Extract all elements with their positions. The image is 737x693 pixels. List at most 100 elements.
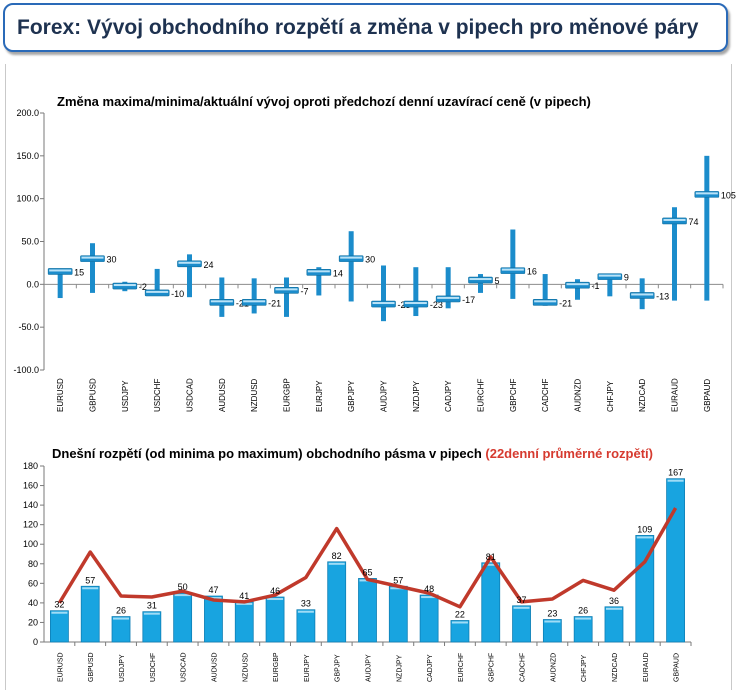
chart2-x-tick-label: CADCHF (520, 653, 527, 682)
chart2-bar-top (575, 617, 592, 620)
chart2-x-axis: EURUSD GBPUSD USDJPY USDCHF USDCAD AUDUSD NZDU… (57, 642, 692, 682)
chart1-x-tick-label: CADCHF (541, 379, 550, 412)
chart-frame (5, 64, 732, 690)
chart2-bar-top (297, 610, 314, 613)
chart2-bar (204, 595, 223, 643)
chart1-y-tick-label: 0.0 (26, 279, 39, 289)
chart2-bar (173, 592, 193, 643)
chart2-x-tick-label: EURUSD (57, 652, 64, 682)
chart1-x-tick-label: EURGBP (283, 378, 292, 412)
chart2-bar (635, 535, 655, 643)
chart2-data-labels: 32 57 26 31 50 47 41 46 33 82 65 57 48 22 81 37 23 26 36 10… (54, 468, 683, 620)
chart2-bar (111, 616, 131, 643)
chart1-range-bar (478, 274, 483, 293)
chart2-data-label: 26 (578, 606, 588, 616)
chart2-data-label: 47 (208, 585, 218, 595)
chart1-current-marker-highlight (372, 302, 395, 305)
chart1-x-tick-label: EURUSD (56, 378, 65, 412)
chart1-current-marker-highlight (566, 283, 589, 286)
chart2-bar-top (236, 602, 253, 605)
chart2-bar (265, 596, 285, 643)
chart2-x-tick-label: GBPCHF (489, 653, 496, 682)
chart1-range-bar (445, 267, 451, 309)
chart1-current-marker-highlight (663, 218, 686, 221)
chart2-data-label: 32 (54, 600, 64, 610)
chart2-bar (358, 578, 377, 643)
chart2-bar-top (267, 598, 284, 601)
chart2-bar-top (174, 594, 191, 597)
chart-range: Dnešní rozpětí (od minima po maximum) ob… (23, 446, 692, 682)
chart2-bar (450, 620, 470, 643)
chart2-title-highlight: (22denní průměrné rozpětí) (485, 446, 653, 461)
chart2-title-main: Dnešní rozpětí (od minima po maximum) ob… (52, 446, 485, 461)
chart2-bar (512, 605, 531, 643)
chart1-x-tick-label: EURJPY (315, 380, 324, 412)
chart1-range-bar (348, 231, 354, 302)
chart2-x-tick-label: AUDJPY (366, 654, 373, 682)
chart2-y-tick-label: 60 (28, 578, 38, 588)
chart2-title: Dnešní rozpětí (od minima po maximum) ob… (52, 446, 653, 461)
chart1-range-bar (672, 207, 677, 301)
chart1-data-label: 15 (74, 267, 84, 277)
chart2-bar-top (143, 612, 160, 615)
chart1-y-tick-label: -50.0 (18, 322, 39, 332)
chart1-data-label: -1 (592, 281, 600, 291)
chart1-data-label: 74 (689, 217, 699, 227)
chart1-range-bar (704, 155, 710, 301)
chart1-x-tick-label: AUDNZD (574, 378, 583, 412)
chart2-bar (573, 616, 593, 643)
chart1-range-bar (219, 277, 225, 317)
chart2-data-label: 33 (301, 599, 311, 609)
chart2-bar-top (51, 611, 68, 614)
chart1-current-marker-highlight (243, 300, 266, 303)
chart1-current-marker-highlight (598, 274, 621, 277)
chart1-x-tick-label: NZDCAD (638, 378, 647, 412)
chart1-current-marker-highlight (307, 270, 330, 273)
chart1-data-label: 30 (365, 255, 375, 265)
chart1-y-tick-label: 150.0 (16, 151, 39, 161)
chart2-data-label: 41 (239, 591, 249, 601)
chart1-x-tick-label: GBPAUD (703, 379, 712, 412)
chart1-current-marker-highlight (210, 300, 233, 303)
chart1-x-tick-label: GBPJPY (347, 380, 356, 412)
chart2-data-label: 31 (147, 601, 157, 611)
chart1-range-bar (510, 229, 516, 299)
chart1-range-bar (57, 269, 63, 299)
chart1-range-bar (575, 279, 580, 300)
chart2-bar-top (421, 596, 438, 599)
chart2-bar (80, 585, 100, 643)
chart1-current-marker-highlight (146, 290, 169, 293)
chart2-x-tick-label: EURGBP (273, 652, 280, 682)
chart2-x-tick-label: CADJPY (427, 654, 434, 682)
chart2-avg-series-line (57, 507, 678, 609)
chart2-data-label: 26 (116, 606, 126, 616)
chart1-range-bar (413, 267, 419, 317)
chart1-current-marker-highlight (437, 296, 460, 299)
chart2-x-tick-label: NZDUSD (242, 653, 249, 682)
chart1-marks: 1530-2-1024-21-21-71430-23-23-17516-21-1… (47, 155, 736, 322)
chart2-y-tick-label: 0 (33, 637, 38, 647)
chart1-x-tick-label: GBPCHF (509, 379, 518, 412)
chart1-data-label: 9 (624, 273, 629, 283)
chart2-data-label: 36 (609, 596, 619, 606)
chart2-data-label: 57 (393, 575, 403, 585)
chart2-bar (296, 609, 316, 643)
chart2-x-tick-label: AUDNZD (550, 653, 557, 682)
chart1-x-tick-label: USDCHF (153, 379, 162, 412)
chart2-bar-top (544, 620, 561, 623)
chart1-data-label: 5 (495, 276, 500, 286)
chart2-x-tick-label: GBPAUD (674, 653, 681, 682)
chart1-x-tick-label: EURCHF (477, 379, 486, 412)
chart2-bar-top (328, 562, 345, 565)
chart1-y-tick-label: 50.0 (21, 237, 39, 247)
chart1-current-marker-highlight (81, 256, 104, 259)
chart1-data-label: -21 (268, 298, 281, 308)
chart1-data-label: -2 (139, 282, 147, 292)
chart2-data-label: 82 (332, 551, 342, 561)
chart2-bar-top (113, 617, 130, 620)
chart1-data-label: -21 (559, 298, 572, 308)
chart2-x-tick-label: NZDJPY (396, 654, 403, 682)
chart2-data-label: 57 (85, 575, 95, 585)
chart1-range-bar (251, 278, 257, 314)
